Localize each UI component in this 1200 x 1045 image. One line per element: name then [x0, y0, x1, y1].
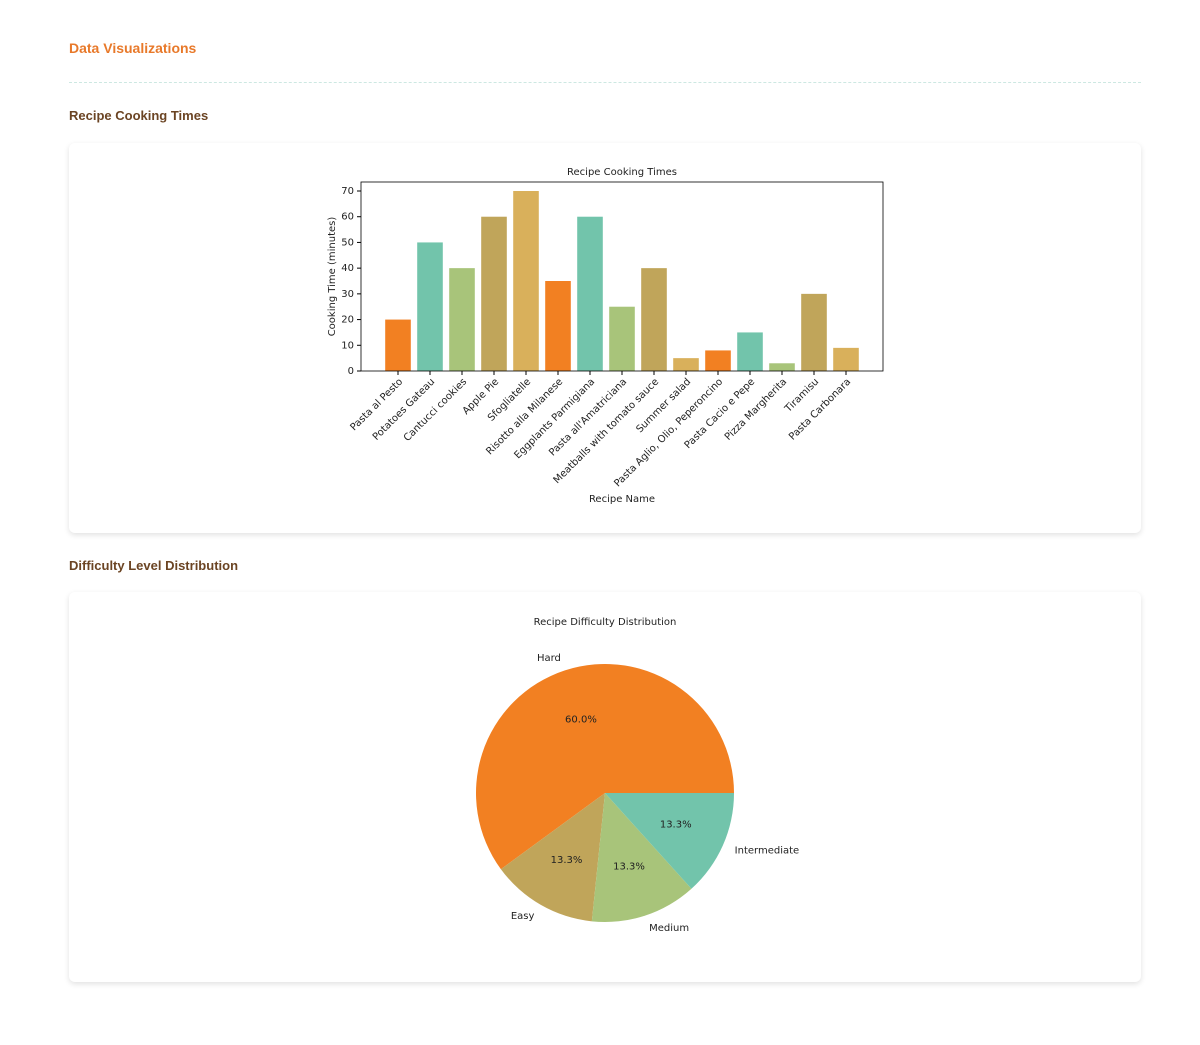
bar: [481, 216, 507, 371]
bar: [801, 293, 827, 371]
bar: [609, 306, 635, 371]
y-tick-label: 30: [341, 289, 354, 300]
bar: [705, 350, 731, 371]
section-title: Recipe Cooking Times: [69, 108, 209, 123]
y-tick-label: 60: [341, 212, 354, 223]
axes-frame: [360, 181, 884, 372]
x-tick-label: Summer salad: [634, 376, 693, 435]
bar: [673, 358, 699, 371]
bar: [513, 191, 539, 371]
y-tick-label: 50: [341, 237, 354, 248]
bar: [833, 347, 859, 371]
bar: [417, 242, 443, 371]
slice-label: Easy: [511, 911, 535, 922]
bar: [737, 332, 763, 371]
bar: [545, 281, 571, 371]
section-title: Difficulty Level Distribution: [69, 558, 239, 573]
x-tick-label: Cantucci cookies: [402, 376, 469, 443]
slice-label: Intermediate: [735, 846, 800, 857]
x-tick-label: Pasta Carbonara: [787, 376, 853, 442]
pie-slice: [605, 793, 734, 889]
x-axis-label: Recipe Name: [589, 494, 655, 505]
bar: [769, 363, 795, 371]
pie-slice: [476, 664, 734, 870]
slice-percent: 13.3%: [551, 855, 583, 866]
slice-label: Hard: [537, 653, 561, 664]
bar: [449, 268, 475, 371]
divider: [69, 82, 1141, 83]
y-axis-label: Cooking Time (minutes): [327, 217, 338, 337]
pie-slice: [591, 793, 692, 922]
y-tick-label: 0: [348, 366, 354, 377]
bar: [641, 268, 667, 371]
slice-percent: 13.3%: [613, 862, 645, 873]
x-tick-label: Pizza Margherita: [723, 376, 789, 442]
slice-percent: 60.0%: [565, 714, 597, 725]
y-tick-label: 40: [341, 263, 354, 274]
page-title: Data Visualizations: [69, 40, 197, 56]
slice-percent: 13.3%: [660, 819, 692, 830]
bar: [577, 216, 603, 371]
pie-slice: [500, 793, 605, 922]
y-tick-label: 10: [341, 340, 354, 351]
y-tick-label: 20: [341, 315, 354, 326]
slice-label: Medium: [649, 923, 689, 934]
chart-title: Recipe Difficulty Distribution: [534, 617, 677, 628]
chart-card: [69, 143, 1141, 533]
bar: [385, 319, 411, 371]
y-tick-label: 70: [341, 186, 354, 197]
chart-title: Recipe Cooking Times: [567, 167, 677, 178]
